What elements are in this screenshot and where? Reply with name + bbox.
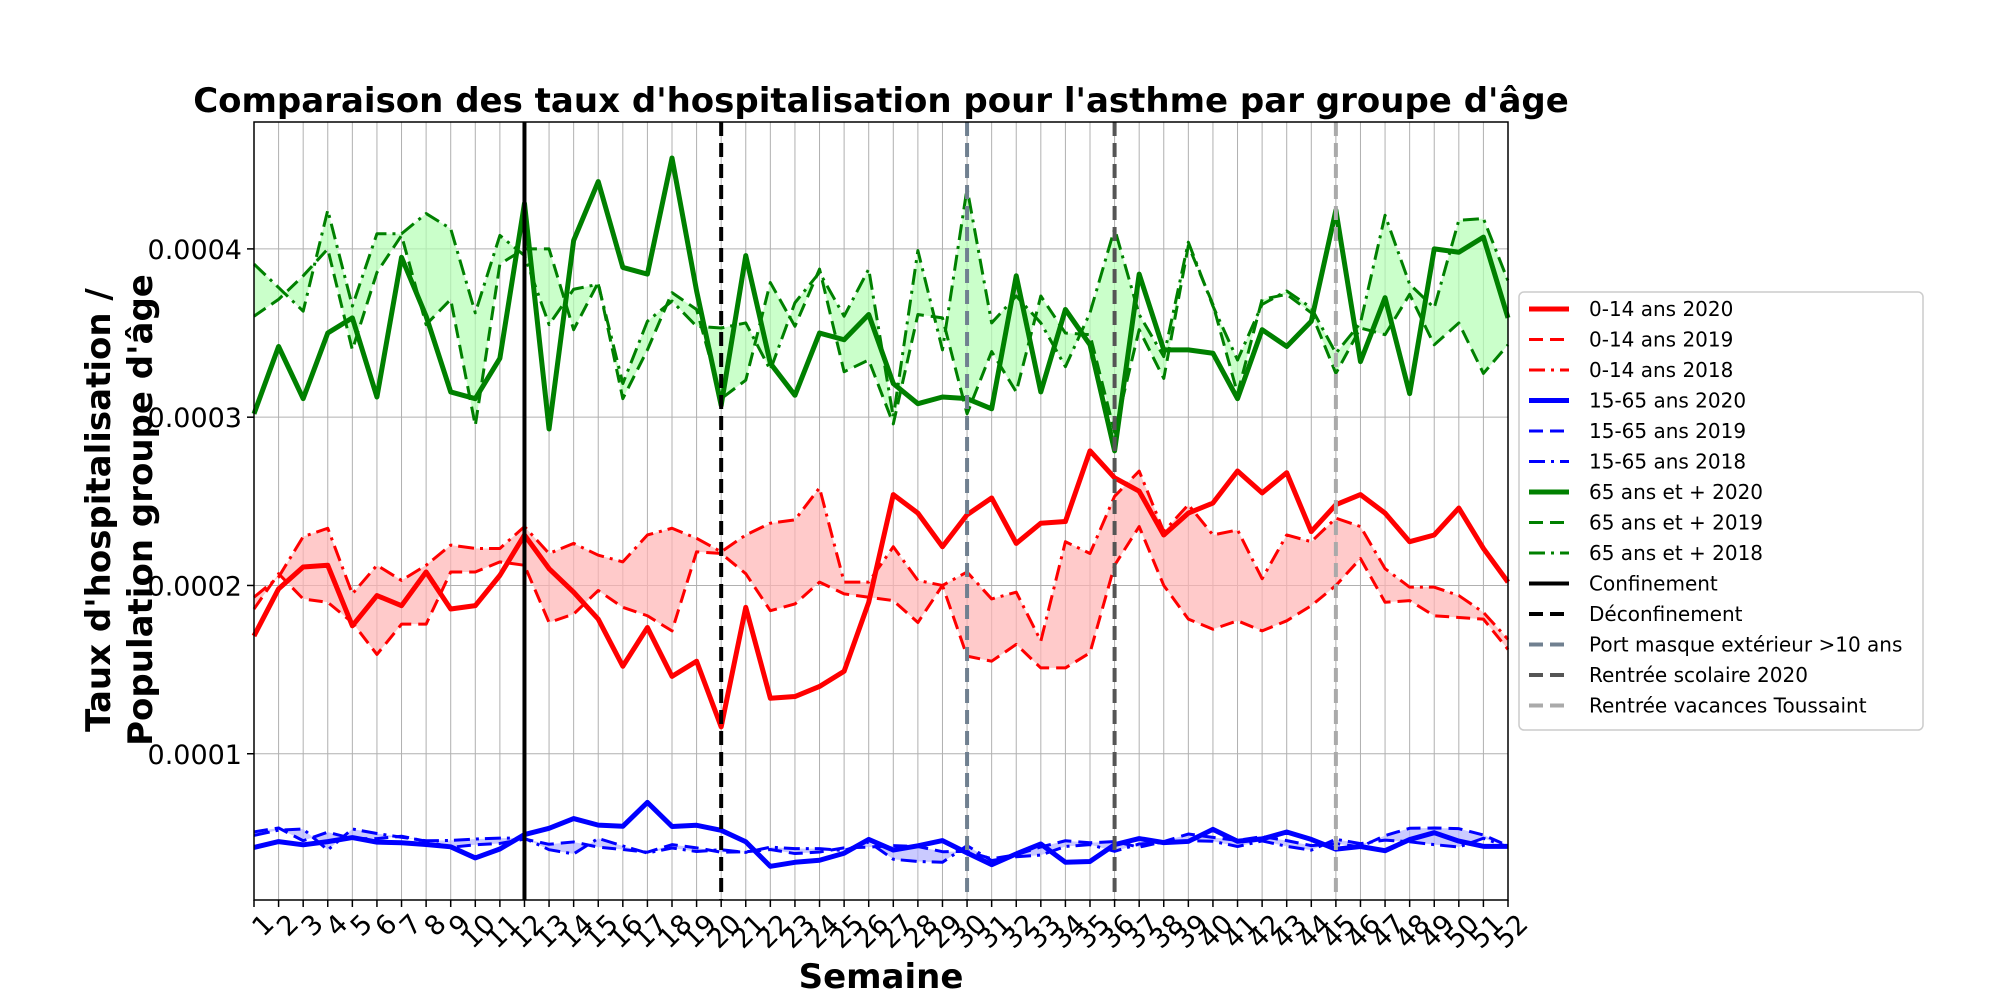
legend-entry-port-masque-ext-rieur-10-ans: Port masque extérieur >10 ans [1529,633,1902,657]
legend-entry-0-14-ans-2018: 0-14 ans 2018 [1529,358,1733,382]
legend-label: Rentrée vacances Toussaint [1589,694,1867,718]
legend-label: 65 ans et + 2020 [1589,480,1763,504]
series-line-0-14-ans-2019 [252,525,1510,670]
legend-box [1518,291,1924,731]
series-lines [251,155,1511,869]
legend-label: Confinement [1589,572,1718,596]
legend-entry-0-14-ans-2020: 0-14 ans 2020 [1529,297,1733,321]
legend-label: Port masque extérieur >10 ans [1589,633,1902,657]
legend-label: 15-65 ans 2020 [1589,389,1746,413]
legend-label: 0-14 ans 2019 [1589,328,1733,352]
legend-label: 65 ans et + 2019 [1589,511,1763,535]
legend-entry-15-65-ans-2018: 15-65 ans 2018 [1529,450,1746,474]
series-line-0-14-ans-2020 [251,448,1511,730]
series-line-15-65-ans-2018 [253,827,1509,864]
y-tick-label: 0.0004 [148,235,242,266]
legend-label: Déconfinement [1589,602,1743,626]
legend-label: 15-65 ans 2018 [1589,450,1746,474]
legend-entry-15-65-ans-2019: 15-65 ans 2019 [1529,419,1746,443]
legend-entry-65-ans-et-2020: 65 ans et + 2020 [1529,480,1763,504]
series-line-65-ans-et-2018 [252,186,1510,419]
y-axis-label-line-1: Taux d'hospitalisation / [79,288,119,732]
plot-frame [253,121,1509,901]
legend: 0-14 ans 2020 0-14 ans 2019 0-14 ans 2018 1… [1518,291,1924,731]
y-axis-label: Taux d'hospitalisation / Population grou… [79,274,161,746]
event-lines [522,122,1338,900]
legend-label: 65 ans et + 2018 [1589,541,1763,565]
legend-entry-rentr-e-scolaire-2020: Rentrée scolaire 2020 [1529,663,1808,687]
legend-entry-15-65-ans-2020: 15-65 ans 2020 [1529,389,1746,413]
y-axis-label-line-2: Population groupe d'âge [121,274,161,746]
y-ticks: 0.0001 0.0002 0.0003 0.0004 [148,235,254,771]
series-line-15-65-ans-2020 [253,799,1508,869]
fill-band-65-ans-et-2019 [254,188,1508,433]
legend-label: 15-65 ans 2019 [1589,419,1746,443]
legend-label: Rentrée scolaire 2020 [1589,663,1808,687]
series-line-15-65-ans-2019 [253,826,1509,861]
legend-entry-0-14-ans-2019: 0-14 ans 2019 [1529,328,1733,352]
legend-entry-confinement: Confinement [1529,572,1718,596]
y-tick-label: 0.0002 [148,571,242,602]
legend-entry-rentr-e-vacances-toussaint: Rentrée vacances Toussaint [1529,694,1867,718]
legend-entry-65-ans-et-2018: 65 ans et + 2018 [1529,541,1763,565]
legend-label: 0-14 ans 2020 [1589,297,1733,321]
chart-title: Comparaison des taux d'hospitalisation p… [193,81,1569,121]
x-axis-label: Semaine [799,957,964,997]
fill-band-0-14-ans-2019 [254,471,1508,668]
legend-entry-d-confinement: Déconfinement [1529,602,1743,626]
series-line-65-ans-et-2019 [253,233,1510,434]
x-ticks: 1234567891011121314151617181920212223242… [246,900,1535,955]
y-tick-label: 0.0001 [148,740,242,771]
y-tick-label: 0.0003 [148,403,242,434]
legend-entry-65-ans-et-2019: 65 ans et + 2019 [1529,511,1763,535]
series-line-0-14-ans-2018 [253,469,1510,643]
x-tick-label: 52 [1488,909,1534,955]
legend-label: 0-14 ans 2018 [1589,358,1733,382]
